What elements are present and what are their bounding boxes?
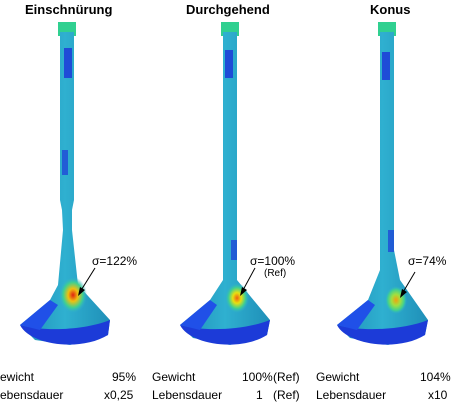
stress-value: σ=122%: [92, 254, 138, 268]
weight-value-konus: 104%: [420, 370, 451, 384]
weight-ref-durchgehend: (Ref): [273, 370, 300, 384]
panel-title-durchgehend: Durchgehend: [186, 2, 270, 17]
life-label-konus: Lebensdauer: [316, 388, 387, 402]
stress-label-konus: σ=74%: [408, 254, 446, 268]
panel-title-konus: Konus: [370, 2, 411, 17]
life-value-durchgehend: 1: [256, 388, 263, 402]
stress-label-einschnuerung: σ=122%: [92, 254, 137, 268]
stress-value: σ=74%: [408, 254, 447, 268]
stress-value: σ=100%: [250, 254, 296, 268]
weight-label-konus: Gewicht: [316, 370, 360, 384]
life-label-durchgehend: Lebensdauer: [152, 388, 223, 402]
stress-label-durchgehend: σ=100% (Ref): [250, 254, 295, 279]
valve-durchgehend-graphic: [180, 22, 270, 345]
panel-title-einschnuerung: Einschnürung: [25, 2, 113, 17]
weight-label-durchgehend: Gewicht: [152, 370, 196, 384]
valve-einschnuerung-graphic: [20, 22, 110, 345]
weight-value-einschnuerung: 95%: [112, 370, 137, 384]
weight-value-durchgehend: 100%: [242, 370, 273, 384]
life-ref-durchgehend: (Ref): [273, 388, 300, 402]
life-value-konus: x10: [428, 388, 448, 402]
life-label-einschnuerung: ebensdauer: [0, 388, 64, 402]
valve-konus-graphic: [337, 22, 428, 345]
stress-ref: (Ref): [264, 268, 287, 279]
weight-label-einschnuerung: ewicht: [0, 370, 35, 384]
life-value-einschnuerung: x0,25: [104, 388, 134, 402]
